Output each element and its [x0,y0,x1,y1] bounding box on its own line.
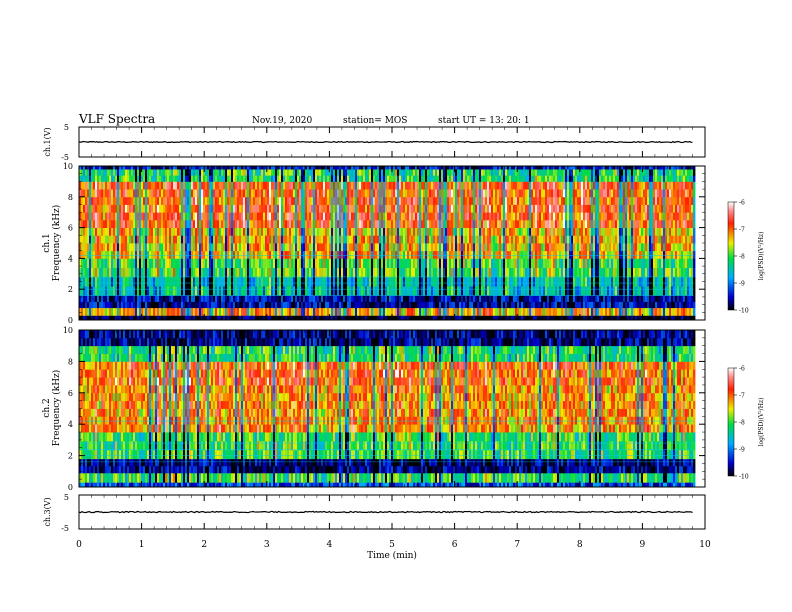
ch1-waveform-ylabel: ch.1(V) [43,127,52,156]
ytick-label: 4 [68,420,73,429]
colorbar-tick-label: -8 [739,254,745,261]
ch1-colorbar: -6 -7 -8 -9 -10 log(PSD)(V²/Hz) [727,200,765,315]
ytick-label: 10 [63,326,73,335]
colorbar-tick-label: -7 [739,393,745,400]
time-tick-label: 7 [514,540,520,550]
colorbar-tick-label: -9 [739,281,745,288]
ch1-ytick-top: 5 [64,123,69,132]
waveform-line [78,510,693,514]
time-tick-label: 8 [577,540,583,550]
colorbar-tick-label: -9 [739,447,745,454]
ytick-label: 0 [68,316,73,325]
colorbar-tick-label: -10 [739,474,749,481]
colorbar-tick-label: -8 [739,420,745,427]
time-tick-label: 5 [389,540,395,550]
time-axis-ticks [78,127,706,529]
time-tick-label: 1 [139,540,145,550]
ytick-label: 2 [68,452,73,461]
ch3-waveform-ylabel: ch.3(V) [43,497,52,526]
colorbar-tick-label: -7 [739,227,745,234]
ch1-spectrogram-ylabel-freq: Frequency (kHz) [51,205,62,282]
start-time-label: start UT = 13: 20: 1 [438,116,530,126]
time-tick-label: 2 [201,540,207,550]
ch1-spectrogram-image [79,166,705,321]
ytick-label: 2 [68,285,73,294]
ch1-spectrogram-ylabel: ch.1 [42,233,52,252]
colorbar-tick-label: -10 [739,308,749,315]
ch2-spectrogram-ylabel: ch.2 [42,398,52,417]
station-label: station= MOS [343,116,407,126]
time-tick-label: 3 [264,540,270,550]
ytick-label: 8 [68,193,73,202]
time-axis-tick-labels: 0 1 2 3 4 5 6 7 8 9 10 [76,540,711,550]
figure-title: VLF Spectra [78,112,155,126]
ch1-colorbar-ticks: -6 -7 -8 -9 -10 [734,200,749,315]
ch3-waveform-panel: 5 -5 ch.3(V) [43,493,706,533]
ch1-waveform-trace [78,140,693,144]
ch3-ytick-bottom: -5 [61,524,69,533]
ch2-colorbar-label: log(PSD)(V²/Hz) [758,398,765,447]
time-axis-label: Time (min) [367,550,417,561]
ch1-colorbar-gradient [727,201,735,311]
waveform-line [78,140,693,144]
ch2-colorbar-gradient [727,367,735,477]
ch2-spectrogram-yticks: 0 2 4 6 8 10 [63,326,705,492]
time-tick-label: 9 [640,540,646,550]
ch2-colorbar-ticks: -6 -7 -8 -9 -10 [734,366,749,481]
time-tick-label: 0 [76,540,82,550]
ch1-colorbar-label: log(PSD)(V²/Hz) [758,232,765,281]
ch2-spectrogram-panel: 0 2 4 6 8 10 ch.2 Frequency (kHz) [42,326,706,492]
time-tick-label: 10 [699,540,711,550]
ytick-label: 6 [68,389,73,398]
colorbar-tick-label: -6 [739,200,745,207]
ch1-ytick-bottom: -5 [61,153,69,162]
colorbar-tick-label: -6 [739,366,745,373]
ch2-colorbar: -6 -7 -8 -9 -10 log(PSD)(V²/Hz) [727,366,765,481]
ch2-spectrogram-ylabel-freq: Frequency (kHz) [51,370,62,447]
date-label: Nov.19, 2020 [252,116,313,126]
ytick-label: 0 [68,483,73,492]
ytick-label: 10 [63,162,73,171]
ch3-waveform-trace [78,510,693,514]
ch3-ytick-top: 5 [64,493,69,502]
time-tick-label: 6 [452,540,458,550]
ch1-spectrogram-panel: 0 2 4 6 8 10 ch.1 Frequency (kHz) [42,162,706,325]
ytick-label: 8 [68,357,73,366]
ytick-label: 4 [68,254,73,263]
ch1-spectrogram-yticks: 0 2 4 6 8 10 [63,162,705,325]
time-tick-label: 4 [327,540,333,550]
ytick-label: 6 [68,224,73,233]
ch2-spectrogram-image [79,330,705,488]
ch1-waveform-panel: 5 -5 ch.1(V) [43,123,706,162]
